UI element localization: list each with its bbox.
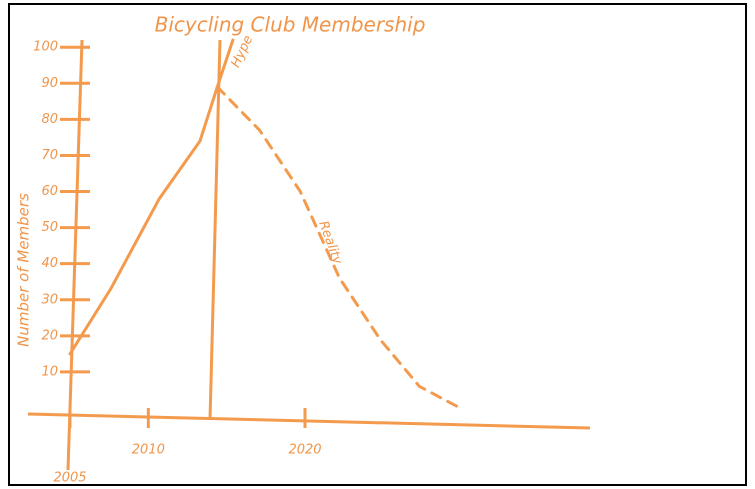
y-tick-label: 10 [41,364,58,379]
y-tick-label: 70 [41,148,58,163]
x-tick-label: 2020 [288,443,321,458]
y-tick-label: 60 [41,184,58,199]
divider [208,39,222,421]
x-tick-label: 2010 [132,443,165,458]
series-line [68,38,235,356]
x-axis [27,412,591,430]
series-line [215,85,462,410]
x-tick-label: 2005 [53,471,86,486]
chart-title: Bicycling Club Membership [155,13,426,37]
y-axis-title: Number of Members [15,193,33,347]
y-tick-label: 80 [41,112,58,127]
y-axis [66,39,84,471]
y-tick-label: 50 [41,220,58,235]
y-tick-label: 30 [41,292,58,307]
y-tick-label: 100 [33,40,58,55]
y-tick-label: 40 [41,256,58,271]
y-tick-label: 90 [41,76,58,91]
frame [8,3,747,486]
y-tick-label: 20 [41,328,58,343]
